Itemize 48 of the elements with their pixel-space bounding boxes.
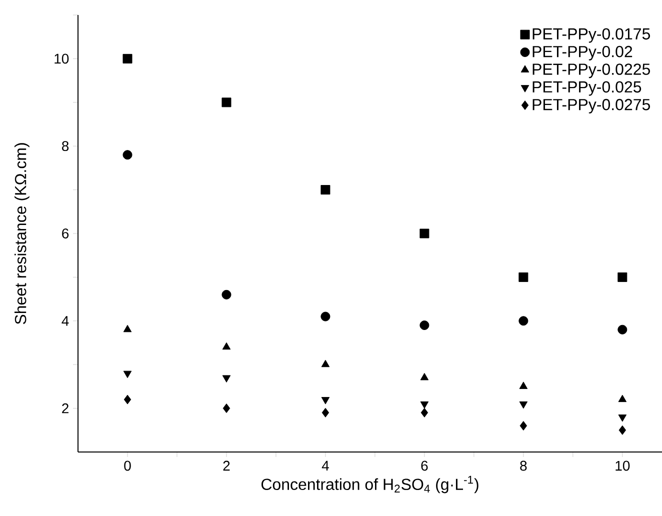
legend-label: PET-PPy-0.0275 <box>532 98 650 114</box>
point <box>518 272 528 282</box>
point <box>122 150 132 160</box>
point <box>519 382 528 389</box>
x-tick-label: 2 <box>223 460 230 471</box>
y-tick-label: 10 <box>54 54 69 64</box>
point <box>420 372 429 380</box>
point <box>618 425 626 435</box>
point <box>321 397 330 404</box>
x-tick-label: 10 <box>616 460 630 471</box>
y-tick-label: 8 <box>62 141 69 152</box>
x-tick-label: 0 <box>124 460 131 471</box>
point <box>320 312 330 322</box>
y-tick-label: 4 <box>62 316 69 326</box>
point <box>420 228 430 238</box>
point <box>420 320 430 330</box>
point <box>322 408 330 418</box>
point <box>618 272 628 282</box>
point <box>420 408 428 418</box>
point <box>122 54 132 64</box>
point <box>518 316 528 326</box>
y-axis-title: Sheet resistance (KΩ.cm) <box>14 143 30 324</box>
y-tick-label: 2 <box>62 403 68 414</box>
x-axis-title: Concentration of H$_{2}$SO$_{4}$ (g·L$^{-1}$) <box>261 476 478 494</box>
x-tick-label: 6 <box>421 460 428 471</box>
point <box>123 324 132 332</box>
legend-label: PET-PPy-0.02 <box>532 46 632 60</box>
point <box>420 401 429 409</box>
point <box>222 375 231 382</box>
point <box>321 360 330 368</box>
legend-label: PET-PPy-0.0225 <box>532 64 650 78</box>
point <box>618 324 628 334</box>
point <box>222 342 231 350</box>
legend-label: PET-PPy-0.025 <box>532 81 642 96</box>
point <box>520 421 528 431</box>
point <box>519 401 528 409</box>
legend-label: PET-PPy-0.0175 <box>532 28 650 43</box>
point <box>320 185 330 195</box>
point <box>222 404 230 414</box>
point <box>222 98 232 108</box>
point <box>124 394 132 404</box>
point <box>618 414 627 422</box>
x-tick-label: 8 <box>520 460 527 471</box>
point <box>123 370 132 378</box>
point <box>222 290 232 300</box>
y-tick-label: 6 <box>62 228 69 238</box>
point <box>618 394 627 402</box>
x-tick-label: 4 <box>322 460 329 470</box>
